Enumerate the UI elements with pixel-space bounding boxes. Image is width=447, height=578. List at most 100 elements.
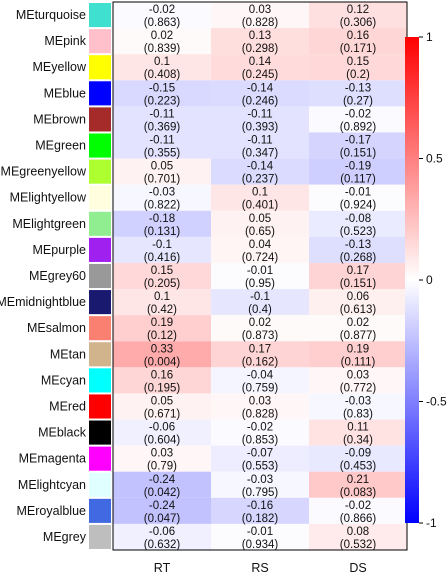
module-swatch-MElightgreen [89,211,111,236]
heatmap-cell [113,445,211,472]
heatmap-cell [211,54,309,81]
cell-pvalue: (0.083) [340,487,377,499]
cell-correlation: -0.1 [152,239,172,251]
cell-correlation: -0.11 [247,108,272,120]
cell-correlation: 0.05 [151,395,173,407]
heatmap-cells [113,2,407,550]
cell-pvalue: (0.79) [147,461,177,473]
heatmap-cell [309,262,407,290]
cell-pvalue: (0.772) [340,382,377,394]
cell-pvalue: (0.877) [340,330,377,342]
cell-pvalue: (0.355) [144,148,181,160]
cell-pvalue: (0.892) [340,121,377,133]
cell-pvalue: (0.839) [144,43,181,55]
cell-pvalue: (0.863) [144,17,181,29]
cell-correlation: 0.02 [347,317,369,329]
row-label: MEmidnightblue [0,295,86,309]
cell-pvalue: (0.237) [242,174,279,186]
cell-correlation: -0.07 [247,448,273,460]
row-label: MEgrey60 [29,269,86,283]
cell-correlation: 0.13 [249,30,271,42]
cell-pvalue: (0.111) [341,356,376,368]
heatmap-cell [211,445,309,472]
heatmap-cell [113,419,211,446]
cell-pvalue: (0.701) [144,174,181,186]
cell-pvalue: (0.632) [144,539,181,551]
heatmap-cell [309,54,407,81]
cell-correlation: -0.02 [247,422,273,434]
cell-pvalue: (0.873) [242,330,279,342]
cell-correlation: -0.02 [345,108,371,120]
heatmap-cell [309,341,407,368]
cell-correlation: 0.02 [151,30,173,42]
heatmap-cell [113,523,211,550]
colorbar-tick-label: -1 [426,516,437,530]
cell-pvalue: (0.042) [144,487,181,499]
heatmap-cell [113,471,211,498]
heatmap-cell [211,106,309,133]
cell-pvalue: (0.151) [340,148,377,160]
cell-correlation: 0.03 [347,369,369,381]
cell-pvalue: (0.151) [340,278,377,290]
cell-pvalue: (0.671) [144,408,181,420]
row-label: MEcyan [41,373,86,387]
cell-correlation: -0.15 [149,82,175,94]
row-label: MEpink [44,34,86,48]
cell-correlation: 0.17 [347,265,369,277]
module-swatch-MEyellow [89,55,111,80]
heatmap-cell [113,106,211,133]
cell-correlation: -0.13 [345,239,371,251]
heatmap-cell [309,315,407,342]
cell-pvalue: (0.246) [242,95,279,107]
heatmap-cell [211,80,309,107]
cell-pvalue: (0.724) [242,252,279,264]
cell-correlation: -0.24 [149,474,176,486]
row-label: MElightcyan [18,478,86,492]
module-swatch-MEmidnightblue [89,290,111,315]
cell-pvalue: (0.795) [242,487,279,499]
module-swatch-MEbrown [89,107,111,132]
module-swatch-MEblack [89,420,111,445]
heatmap-cell [211,289,309,316]
module-labels: MEturquoise MEpink MEyellow MEblue MEbrown ME… [0,8,87,544]
heatmap-cell [211,471,309,498]
cell-pvalue: (0.828) [242,17,279,29]
cell-pvalue: (0.42) [147,304,177,316]
cell-correlation: 0.1 [252,187,268,199]
row-label: MElightyellow [10,191,87,205]
cell-correlation: -0.24 [149,500,176,512]
cell-pvalue: (0.4) [248,304,272,316]
cell-pvalue: (0.553) [242,461,279,473]
cell-pvalue: (0.759) [242,382,279,394]
heatmap-cell [113,210,211,237]
cell-correlation: -0.13 [345,82,371,94]
cell-pvalue: (0.523) [340,226,377,238]
cell-pvalue: (0.822) [144,200,181,212]
row-label: MEturquoise [16,8,86,22]
cell-pvalue: (0.401) [242,200,279,212]
heatmap-cell [113,2,211,29]
heatmap-cell [113,315,211,342]
cell-correlation: -0.03 [149,187,175,199]
cell-correlation: 0.06 [347,291,369,303]
cell-pvalue: (0.131) [144,226,181,238]
cell-pvalue: (0.162) [242,356,279,368]
cell-pvalue: (0.828) [242,408,279,420]
column-labels: RT RS DS [154,561,367,575]
cell-pvalue: (0.268) [340,252,377,264]
cell-correlation: 0.03 [249,4,271,16]
cell-pvalue: (0.866) [340,513,377,525]
heatmap-cell [211,262,309,290]
cell-correlation: 0.15 [151,265,173,277]
cell-correlation: -0.06 [149,526,175,538]
cell-correlation: -0.04 [247,369,274,381]
cell-pvalue: (0.83) [343,408,373,420]
cell-correlation: -0.03 [247,474,273,486]
heatmap-cell [113,289,211,316]
heatmap-cell [113,158,211,185]
heatmap-cell [113,28,211,55]
cell-pvalue: (0.2) [346,69,370,81]
cell-correlation: 0.14 [249,56,272,68]
row-label: MEmagenta [19,452,86,466]
